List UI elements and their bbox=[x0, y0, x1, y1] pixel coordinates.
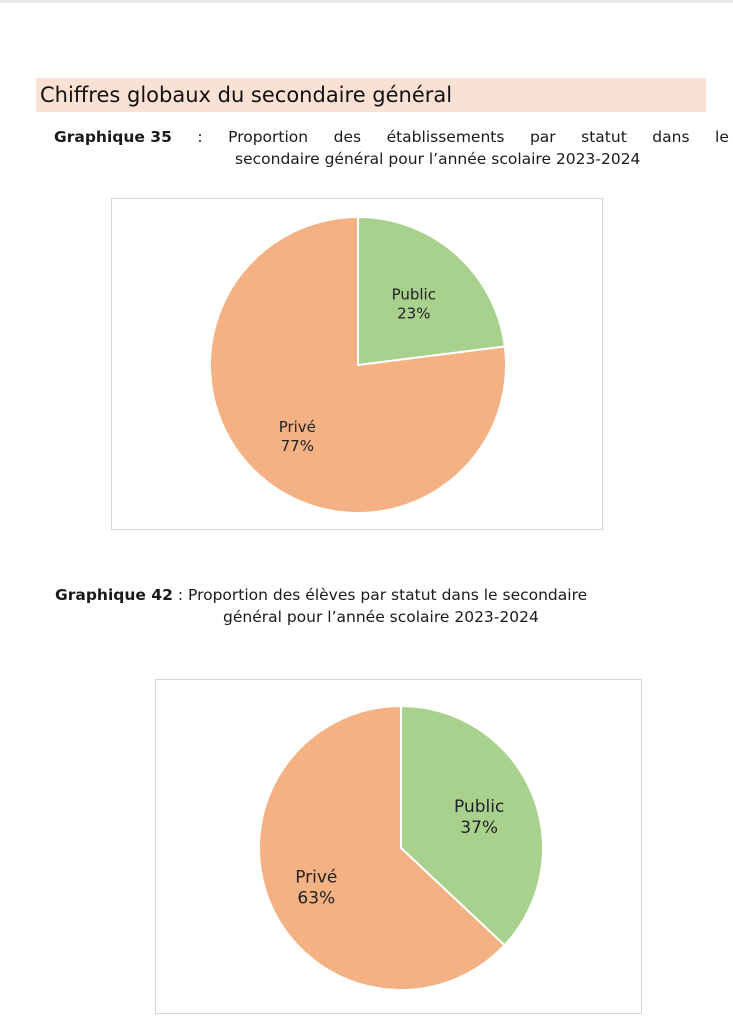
pie-slice-category-label: Privé bbox=[295, 868, 337, 888]
chart1-caption-separator: : bbox=[197, 128, 203, 146]
chart1-caption-word: dans bbox=[652, 128, 690, 146]
chart1-caption-word: par bbox=[529, 128, 556, 146]
chart1-caption-word: le bbox=[715, 128, 729, 146]
pie-slice-category-label: Privé bbox=[279, 418, 316, 436]
chart1-caption-word: des bbox=[333, 128, 362, 146]
chart1-caption-label: Graphique 35 bbox=[54, 128, 172, 146]
chart2-caption-text: Proportion des élèves par statut dans le… bbox=[188, 586, 588, 604]
chart2-frame: Public 37% Privé 63% bbox=[155, 679, 642, 1014]
section-title: Chiffres globaux du secondaire général bbox=[36, 78, 706, 112]
chart1-caption-word: statut bbox=[581, 128, 627, 146]
chart1-caption-line2: secondaire général pour l’année scolaire… bbox=[235, 150, 641, 168]
chart2-caption-label: Graphique 42 bbox=[55, 586, 173, 604]
chart1-caption-line1: Graphique 35 : Proportion des établissem… bbox=[54, 126, 729, 148]
chart2-caption-line2: général pour l’année scolaire 2023-2024 bbox=[223, 608, 539, 626]
pie-slice-value-label: 37% bbox=[460, 818, 498, 838]
pie-slice-category-label: Public bbox=[392, 286, 436, 304]
pie-slice-value-label: 77% bbox=[281, 437, 314, 455]
chart2-caption-separator: : bbox=[177, 586, 184, 604]
pie-slice-priv bbox=[258, 704, 506, 991]
chart1-frame: Public 23% Privé 77% bbox=[111, 198, 603, 530]
chart1-caption-word: Proportion bbox=[228, 128, 309, 146]
pie-slice-priv bbox=[209, 215, 507, 514]
pie-slice-value-label: 23% bbox=[397, 305, 430, 323]
chart2-caption-line1: Graphique 42 : Proportion des élèves par… bbox=[55, 584, 695, 606]
chart1-caption-word: établissements bbox=[386, 128, 505, 146]
pie-slice-category-label: Public bbox=[454, 797, 504, 817]
pie-slice-public bbox=[400, 704, 544, 947]
top-rule bbox=[0, 0, 733, 3]
pie-slice-public bbox=[357, 215, 506, 367]
chart1-caption: Graphique 35 : Proportion des établissem… bbox=[54, 126, 729, 170]
chart2-caption: Graphique 42 : Proportion des élèves par… bbox=[55, 584, 695, 628]
pie-slice-value-label: 63% bbox=[297, 889, 335, 909]
